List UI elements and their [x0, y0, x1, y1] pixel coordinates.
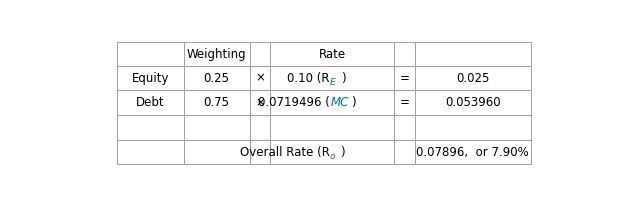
Bar [117, 140, 183, 164]
Bar [250, 140, 271, 164]
Text: =: = [399, 72, 410, 85]
Text: ): ) [340, 146, 344, 159]
Text: E: E [329, 78, 335, 87]
Bar [271, 66, 394, 90]
Text: ): ) [351, 96, 356, 109]
Text: Debt: Debt [136, 96, 165, 109]
Text: Equity: Equity [131, 72, 169, 85]
Text: ×: × [255, 72, 265, 85]
Bar [415, 42, 531, 66]
Text: 0.0719496 (: 0.0719496 ( [258, 96, 329, 109]
Bar [117, 90, 183, 115]
Bar [183, 66, 250, 90]
Bar [394, 42, 415, 66]
Bar [117, 115, 183, 140]
Bar [415, 115, 531, 140]
Text: MC: MC [331, 96, 349, 109]
Bar [394, 66, 415, 90]
Bar [415, 66, 531, 90]
Bar [117, 42, 183, 66]
Bar [183, 115, 250, 140]
Text: Weighting: Weighting [187, 48, 246, 61]
Text: ×: × [255, 96, 265, 109]
Bar [117, 66, 183, 90]
Text: 0.025: 0.025 [456, 72, 490, 85]
Text: 0.25: 0.25 [204, 72, 229, 85]
Text: 0.07896,  or 7.90%: 0.07896, or 7.90% [417, 146, 529, 159]
Text: ): ) [341, 72, 345, 85]
Text: Overall Rate (R: Overall Rate (R [240, 146, 329, 159]
Bar [250, 66, 271, 90]
Text: Rate: Rate [319, 48, 345, 61]
Bar [394, 140, 415, 164]
Text: =: = [399, 96, 410, 109]
Bar [250, 90, 271, 115]
Bar [415, 140, 531, 164]
Bar [183, 140, 250, 164]
Bar [183, 90, 250, 115]
Text: 0.053960: 0.053960 [445, 96, 501, 109]
Bar [271, 140, 394, 164]
Bar [271, 42, 394, 66]
Bar [271, 90, 394, 115]
Text: o: o [329, 152, 335, 161]
Bar [271, 115, 394, 140]
Bar [250, 115, 271, 140]
Bar [394, 115, 415, 140]
Bar [415, 90, 531, 115]
Bar [250, 42, 271, 66]
Bar [183, 42, 250, 66]
Text: 0.75: 0.75 [204, 96, 229, 109]
Bar [394, 90, 415, 115]
Text: 0.10 (R: 0.10 (R [287, 72, 329, 85]
